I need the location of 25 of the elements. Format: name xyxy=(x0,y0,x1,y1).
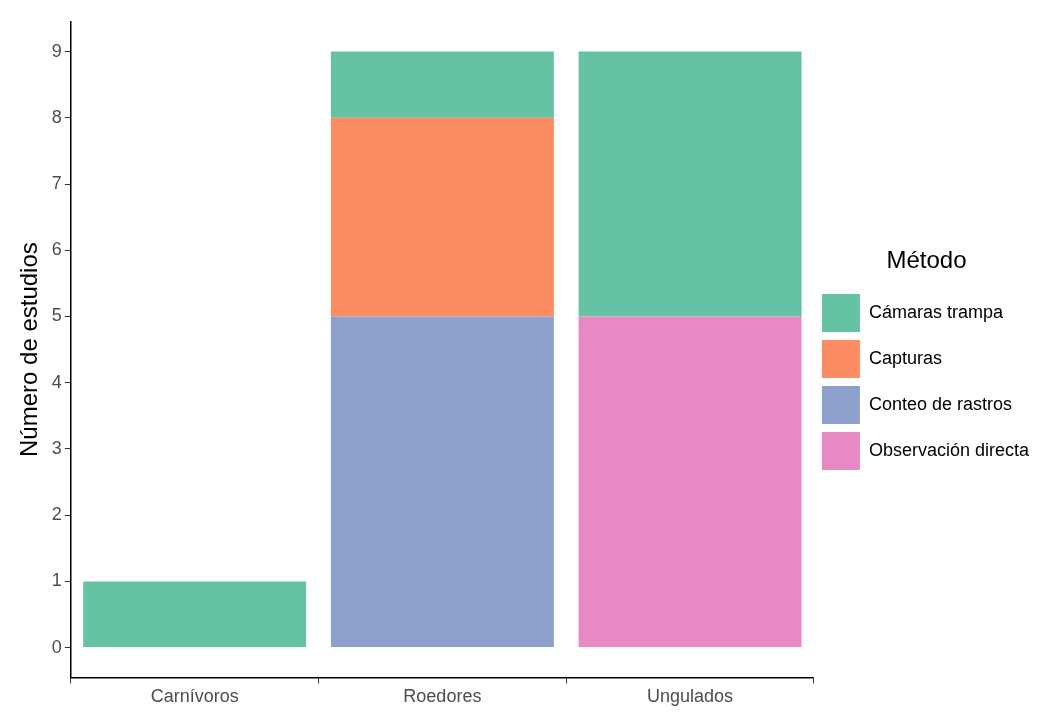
legend-label: Capturas xyxy=(868,347,942,368)
bar xyxy=(578,51,802,317)
y-tick-label: 7 xyxy=(51,173,62,194)
y-tick-label: 2 xyxy=(51,504,62,525)
y-tick-label: 4 xyxy=(51,371,62,392)
y-axis-title: Número de estudios xyxy=(15,242,43,457)
x-tick-label: Ungulados xyxy=(647,686,734,707)
legend-label: Conteo de rastros xyxy=(868,393,1012,414)
bar xyxy=(83,581,307,648)
y-tick-label: 1 xyxy=(51,570,62,591)
legend-label: Cámaras trampa xyxy=(868,301,1004,322)
y-tick-label: 5 xyxy=(51,305,62,326)
bar xyxy=(330,117,554,317)
y-tick-label: 6 xyxy=(51,239,62,260)
bar xyxy=(330,316,554,648)
y-tick-label: 8 xyxy=(51,106,62,127)
legend-title: Método xyxy=(886,245,967,273)
bar xyxy=(578,316,802,648)
y-tick-label: 9 xyxy=(51,40,62,61)
y-tick-label: 3 xyxy=(51,437,62,458)
bar xyxy=(330,51,554,118)
legend-label: Observación directa xyxy=(868,439,1030,460)
y-tick-label: 0 xyxy=(51,636,62,657)
x-tick-label: Carnívoros xyxy=(150,686,239,707)
x-tick-label: Roedores xyxy=(403,686,482,707)
